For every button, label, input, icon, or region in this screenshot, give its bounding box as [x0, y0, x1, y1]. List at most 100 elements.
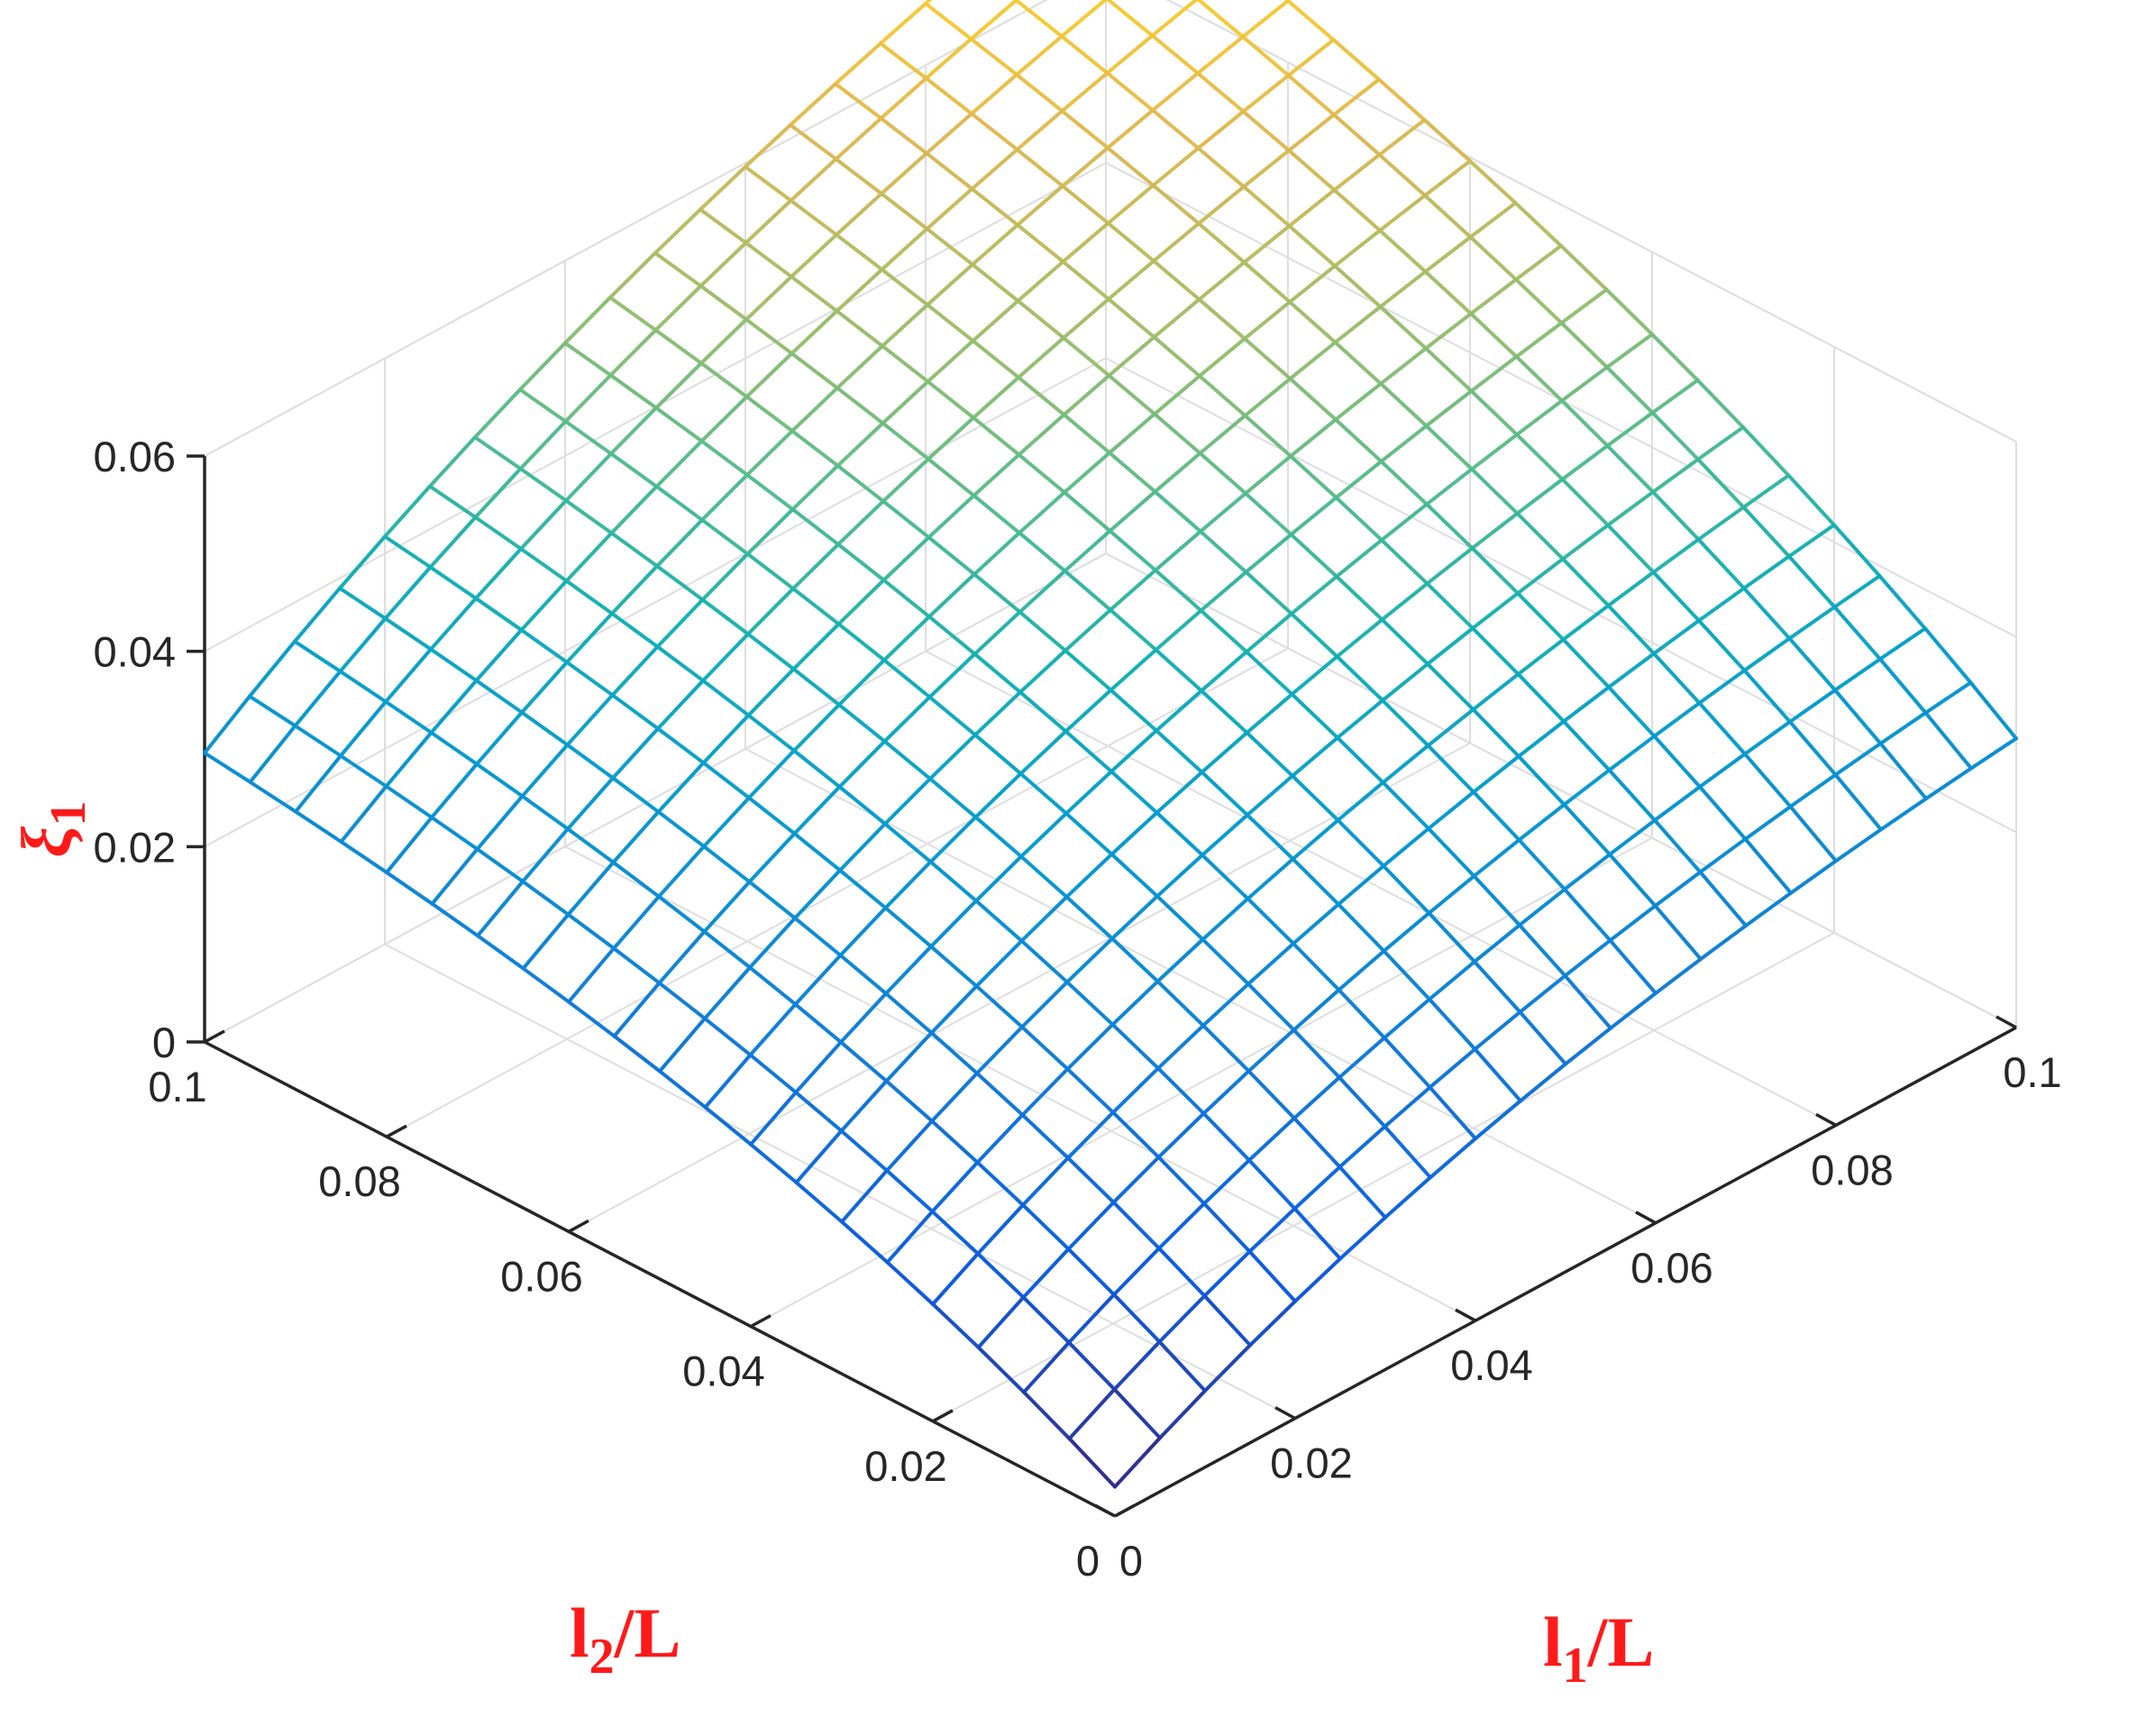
mesh-segment — [1381, 781, 1430, 831]
mesh-segment — [839, 991, 888, 1045]
mesh-segment — [885, 1119, 934, 1173]
mesh-segment — [972, 652, 1022, 694]
mesh-segment — [339, 754, 388, 789]
mesh-segment — [1196, 71, 1246, 114]
mesh-segment — [972, 609, 1022, 656]
mesh-segment — [748, 965, 798, 1007]
mesh-segment — [1243, 414, 1292, 459]
mesh-segment — [1471, 708, 1520, 759]
mesh-segment — [927, 695, 977, 737]
mesh-segment — [1201, 813, 1249, 857]
z-tick-label: 0.06 — [94, 433, 176, 480]
mesh-segment — [1067, 1340, 1117, 1392]
mesh-segment — [1108, 412, 1156, 455]
mesh-segment — [1201, 897, 1250, 942]
mesh-segment — [1111, 1200, 1161, 1250]
mesh-segment — [791, 622, 841, 672]
mesh-segment — [1878, 657, 1928, 715]
mesh-segment — [1515, 433, 1565, 481]
mesh-segment — [885, 1260, 935, 1306]
mesh-segment — [248, 780, 297, 814]
mesh-segment — [1338, 1075, 1387, 1128]
mesh-segment — [838, 868, 888, 910]
mesh-segment — [338, 535, 387, 590]
mesh-segment — [1923, 681, 1973, 715]
mesh-segment — [1428, 1046, 1477, 1090]
mesh-segment — [1242, 148, 1291, 189]
mesh-segment — [1246, 1028, 1296, 1074]
mesh-segment — [1110, 937, 1160, 983]
mesh-segment — [700, 517, 750, 556]
mesh-segment — [1060, 34, 1109, 76]
axis-layer — [187, 454, 2017, 1518]
mesh-segment — [657, 981, 707, 1020]
mesh-segment — [744, 395, 794, 434]
mesh-segment — [1156, 1155, 1206, 1206]
mesh-segment — [929, 1030, 979, 1075]
mesh-segment — [656, 726, 706, 765]
mesh-segment — [1199, 608, 1248, 654]
mesh-segment — [745, 552, 795, 591]
mesh-segment — [927, 535, 976, 577]
mesh-segment — [1560, 398, 1610, 448]
mesh-segment — [1292, 1206, 1342, 1261]
mesh-segment — [840, 1168, 889, 1224]
mesh-segment — [1650, 410, 1700, 461]
mesh-segment — [654, 361, 703, 410]
mesh-segment — [1246, 982, 1296, 1032]
mesh-segment — [1064, 648, 1113, 692]
mesh-segment — [703, 965, 752, 1020]
mesh-segment — [1288, 264, 1337, 305]
mesh-segment — [1562, 685, 1611, 724]
mesh-segment — [429, 647, 479, 683]
mesh-segment — [1742, 636, 1792, 672]
mesh-segment — [1291, 736, 1339, 778]
mesh-segment — [653, 251, 703, 288]
mesh-segment — [1151, 146, 1201, 187]
mesh-segment — [1105, 71, 1155, 113]
mesh-segment — [744, 352, 794, 399]
mesh-segment — [1424, 388, 1474, 428]
mesh-segment — [476, 879, 525, 938]
mesh-segment — [1559, 243, 1609, 292]
mesh-segment — [926, 339, 975, 384]
mesh-segment — [834, 41, 882, 86]
mesh-segment — [1338, 1036, 1386, 1080]
mesh-segment — [653, 328, 703, 365]
z-tick-label: 0.02 — [94, 823, 176, 871]
mesh-segment — [1064, 852, 1114, 900]
mesh-segment — [1428, 1085, 1477, 1141]
mesh-segment — [565, 611, 614, 664]
mesh-segment — [658, 1016, 707, 1074]
mesh-segment — [563, 373, 613, 424]
mesh-segment — [790, 309, 839, 356]
mesh-segment — [1246, 856, 1295, 901]
mesh-segment — [1377, 78, 1427, 122]
mesh-segment — [657, 894, 707, 934]
mesh-segment — [1650, 378, 1700, 415]
mesh-segment — [1109, 608, 1158, 652]
mesh-segment — [1064, 608, 1112, 653]
wall-gridline-z — [1165, 0, 2017, 443]
mesh-segment — [1338, 1215, 1387, 1261]
mesh-segment — [1241, 34, 1291, 78]
mesh-segment — [925, 226, 974, 267]
mesh-segment — [1200, 650, 1248, 693]
x-tick-label: 0 — [1119, 1537, 1143, 1585]
mesh-segment — [657, 929, 707, 985]
mesh-segment — [1878, 626, 1927, 662]
mesh-segment — [612, 981, 662, 1038]
mesh-segment — [701, 679, 751, 717]
mesh-segment — [838, 906, 888, 957]
mesh-segment — [1517, 754, 1566, 807]
mesh-segment — [293, 724, 342, 758]
mesh-segment — [1473, 1046, 1522, 1103]
mesh-segment — [1382, 911, 1431, 954]
mesh-segment — [1696, 537, 1746, 590]
mesh-segment — [474, 627, 524, 683]
mesh-segment — [1109, 728, 1158, 773]
mesh-segment — [428, 484, 478, 519]
mesh-segment — [835, 268, 884, 314]
mesh-segment — [1605, 332, 1654, 370]
mesh-segment — [1018, 690, 1068, 734]
